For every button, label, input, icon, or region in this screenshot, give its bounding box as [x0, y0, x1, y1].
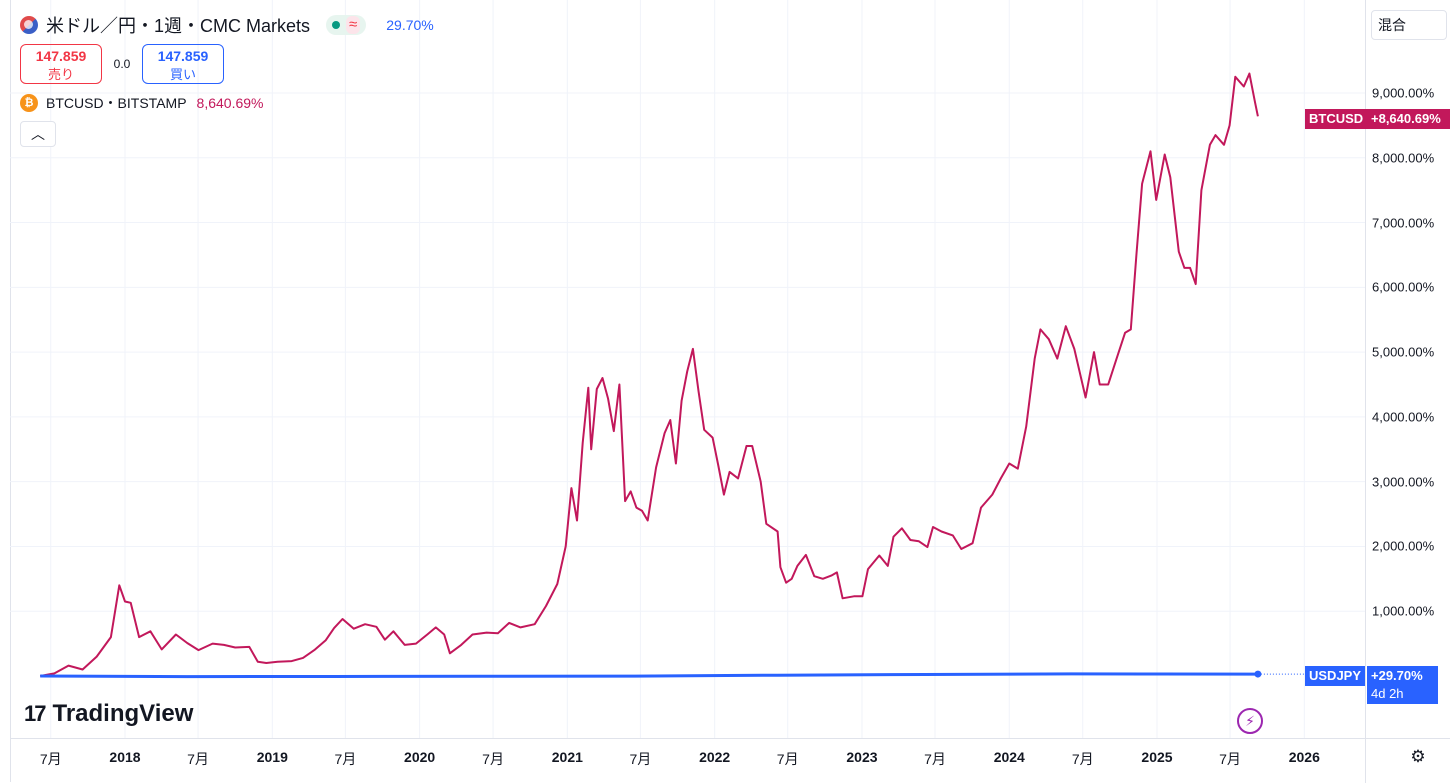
- time-tick-label: 2018: [109, 749, 141, 765]
- price-tick-label: 8,000.00%: [1372, 150, 1435, 166]
- price-tick-label: 9,000.00%: [1372, 85, 1435, 101]
- sell-price: 147.859: [35, 48, 87, 64]
- left-margin: [0, 0, 11, 782]
- time-tick-label: 2020: [404, 749, 436, 765]
- sell-button[interactable]: 147.859 売り: [20, 44, 102, 84]
- time-axis[interactable]: 7月 2018 7月 2019 7月 2020 7月 2021 7月 2022 7月 2023 7月 20…: [10, 738, 1365, 783]
- buy-price: 147.859: [157, 48, 209, 64]
- time-tick-label: 7月: [334, 751, 357, 767]
- collapse-legend-button[interactable]: ︿: [20, 121, 56, 147]
- usd-countdown: 4d 2h: [1371, 686, 1404, 701]
- chart-area[interactable]: [10, 0, 1365, 738]
- btc-value-tag: +8,640.69%: [1367, 109, 1450, 129]
- trade-buttons: 147.859 売り 0.0 147.859 買い: [20, 44, 434, 84]
- compare-symbol: BTCUSD・BITSTAMP: [46, 95, 187, 111]
- time-tick-label: 7月: [1219, 751, 1241, 767]
- btc-series-name-tag: BTCUSD: [1305, 109, 1368, 129]
- legend: 米ドル／円・1週・CMC Markets ≈ 29.70% 147.859 売り…: [20, 12, 434, 147]
- approx-data-icon: ≈: [346, 16, 361, 34]
- price-tick-label: 2,000.00%: [1372, 538, 1435, 554]
- price-tick-label: 3,000.00%: [1372, 474, 1435, 490]
- buy-label: 買い: [169, 67, 196, 82]
- compare-percent: 8,640.69%: [196, 95, 264, 111]
- symbol-title[interactable]: 米ドル／円・1週・CMC Markets: [46, 16, 311, 36]
- scale-mode-button[interactable]: 混合: [1371, 10, 1447, 40]
- axis-settings-corner[interactable]: ⚙: [1365, 738, 1450, 783]
- buy-button[interactable]: 147.859 買い: [142, 44, 224, 84]
- tradingview-mark-icon: 17: [24, 701, 47, 726]
- market-open-dot-icon: [332, 21, 341, 29]
- legend-main-row: 米ドル／円・1週・CMC Markets ≈ 29.70%: [20, 12, 434, 38]
- btcusd-series-line[interactable]: [40, 72, 1259, 677]
- usdjpy-flag-icon: [20, 16, 38, 34]
- sell-label: 売り: [47, 67, 74, 82]
- time-tick-label: 7月: [776, 751, 799, 767]
- time-tick-label: 2026: [1288, 749, 1320, 765]
- tradingview-wordmark: TradingView: [52, 700, 194, 727]
- time-tick-label: 7月: [187, 751, 209, 767]
- time-tick-label: 2023: [846, 749, 878, 765]
- usd-value-tag: +29.70% 4d 2h: [1367, 666, 1438, 704]
- price-tick-label: 1,000.00%: [1372, 603, 1435, 619]
- time-tick-label: 7月: [1071, 751, 1094, 767]
- time-tick-label: 2021: [551, 749, 583, 765]
- chart-plot[interactable]: [10, 0, 1365, 738]
- chevron-up-icon: ︿: [31, 126, 45, 142]
- price-tick-label: 4,000.00%: [1372, 409, 1435, 425]
- price-tick-label: 5,000.00%: [1372, 344, 1435, 360]
- gear-icon[interactable]: ⚙: [1410, 747, 1426, 766]
- spread-value: 0.0: [113, 57, 131, 71]
- compare-row[interactable]: ₿ BTCUSD・BITSTAMP 8,640.69%: [20, 93, 434, 113]
- usdjpy-series-line[interactable]: [40, 672, 1258, 679]
- time-tick-label: 7月: [924, 751, 946, 767]
- usd-value-text: +29.70%: [1371, 668, 1423, 683]
- time-tick-label: 2022: [699, 749, 731, 765]
- scale-mode-label: 混合: [1378, 17, 1406, 33]
- bitcoin-icon: ₿: [20, 94, 38, 112]
- price-tick-label: 6,000.00%: [1372, 279, 1435, 295]
- market-status-pill[interactable]: ≈: [326, 15, 367, 35]
- time-tick-label: 2019: [256, 749, 288, 765]
- time-tick-label: 7月: [629, 751, 652, 767]
- usdjpy-last-point[interactable]: [1254, 670, 1262, 678]
- main-change-percent: 29.70%: [386, 17, 434, 33]
- price-tick-label: 7,000.00%: [1372, 215, 1435, 231]
- time-tick-label: 2025: [1141, 749, 1173, 765]
- time-tick-label: 2024: [993, 749, 1025, 765]
- time-tick-label: 7月: [482, 751, 504, 767]
- lightning-icon[interactable]: ⚡: [1237, 708, 1263, 734]
- time-tick-label: 7月: [39, 751, 62, 767]
- tradingview-logo[interactable]: 17 TradingView: [24, 700, 193, 728]
- usd-series-name-tag: USDJPY: [1305, 666, 1366, 686]
